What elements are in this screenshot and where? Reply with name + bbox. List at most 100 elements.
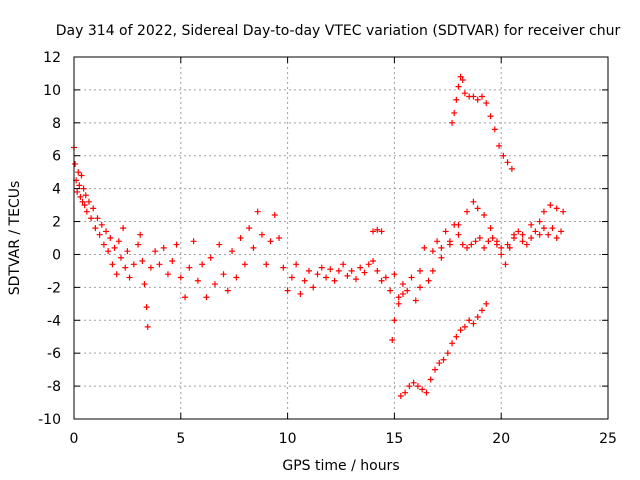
y-tick-label: -10 [38, 412, 61, 428]
data-point [80, 185, 87, 192]
data-point [387, 287, 394, 294]
data-point [506, 244, 513, 251]
data-point [120, 225, 127, 232]
series-main-cluster [71, 144, 565, 330]
data-point [504, 241, 511, 248]
data-point [96, 231, 103, 238]
data-point [481, 244, 488, 251]
data-point [186, 264, 193, 271]
data-point [109, 261, 116, 268]
data-point [519, 238, 526, 245]
data-point [182, 294, 189, 301]
data-point [310, 284, 317, 291]
data-point [314, 271, 321, 278]
data-point [135, 241, 142, 248]
data-point [98, 221, 105, 228]
data-point [88, 215, 95, 222]
data-point [75, 169, 82, 176]
data-point [229, 248, 236, 255]
data-point [335, 267, 342, 274]
data-point [474, 96, 481, 103]
data-point [449, 340, 456, 347]
data-point [100, 241, 107, 248]
data-point [139, 258, 146, 265]
data-point [92, 225, 99, 232]
data-point [489, 235, 496, 241]
data-point [429, 267, 436, 274]
data-point [331, 277, 338, 284]
y-tick-label: -4 [47, 313, 61, 329]
y-axis-title: SDTVAR / TECUs [7, 181, 23, 296]
data-point [472, 238, 479, 245]
x-tick-labels: 0 5 10 15 20 25 [70, 431, 617, 447]
data-point [536, 231, 543, 238]
data-point [476, 235, 483, 241]
data-point [246, 225, 253, 232]
series-late-band [389, 198, 567, 344]
data-point [449, 119, 456, 126]
data-point [483, 100, 490, 107]
series-upper-arc [449, 73, 515, 172]
y-tick-label: 12 [43, 50, 61, 66]
data-point [263, 261, 270, 268]
data-point [78, 172, 85, 179]
data-point [122, 264, 129, 271]
data-point [340, 261, 347, 268]
data-point [352, 276, 359, 283]
data-point [82, 192, 89, 199]
data-point [500, 152, 507, 159]
data-point [391, 271, 398, 278]
data-point [169, 258, 176, 265]
data-point [327, 266, 334, 273]
data-point [496, 142, 503, 149]
data-point [553, 235, 560, 241]
data-point [301, 277, 308, 284]
data-point [79, 198, 86, 205]
data-point [105, 248, 112, 255]
data-point [493, 238, 500, 245]
chart-title: Day 314 of 2022, Sidereal Day-to-day VTE… [56, 23, 621, 39]
data-point [498, 244, 505, 251]
data-point [141, 281, 148, 288]
data-point [408, 274, 415, 281]
data-point [374, 267, 381, 274]
data-point [164, 271, 171, 278]
data-point [560, 208, 567, 215]
data-point [378, 277, 385, 284]
x-tick-label: 25 [599, 431, 617, 447]
data-point [113, 271, 120, 278]
y-tick-labels: -10 -8 -6 -4 -2 0 2 4 6 8 10 12 [38, 50, 61, 428]
data-point [237, 235, 244, 241]
data-point [190, 238, 197, 245]
data-point [453, 96, 460, 103]
data-point [284, 287, 291, 294]
data-point [81, 202, 88, 209]
x-tick-label: 10 [279, 431, 297, 447]
axis-ticks [73, 56, 609, 420]
data-point [481, 211, 488, 218]
data-point [83, 208, 90, 215]
data-point [124, 248, 131, 255]
x-axis-title: GPS time / hours [282, 458, 399, 474]
data-point [318, 264, 325, 271]
data-point [464, 208, 471, 215]
data-point [427, 376, 434, 383]
data-point [478, 93, 485, 100]
data-point [470, 320, 477, 327]
series-lower-arc [397, 300, 490, 399]
data-point [397, 392, 404, 399]
data-point [485, 238, 492, 245]
data-point [540, 225, 547, 232]
data-point [487, 113, 494, 120]
data-point [305, 267, 312, 274]
x-tick-label: 20 [492, 431, 510, 447]
data-point [199, 261, 206, 268]
data-point [419, 386, 426, 393]
grid [74, 57, 608, 419]
data-point [378, 228, 385, 235]
data-point [474, 313, 481, 320]
data-point [224, 287, 231, 294]
data-point [126, 274, 133, 281]
data-point [511, 231, 518, 238]
